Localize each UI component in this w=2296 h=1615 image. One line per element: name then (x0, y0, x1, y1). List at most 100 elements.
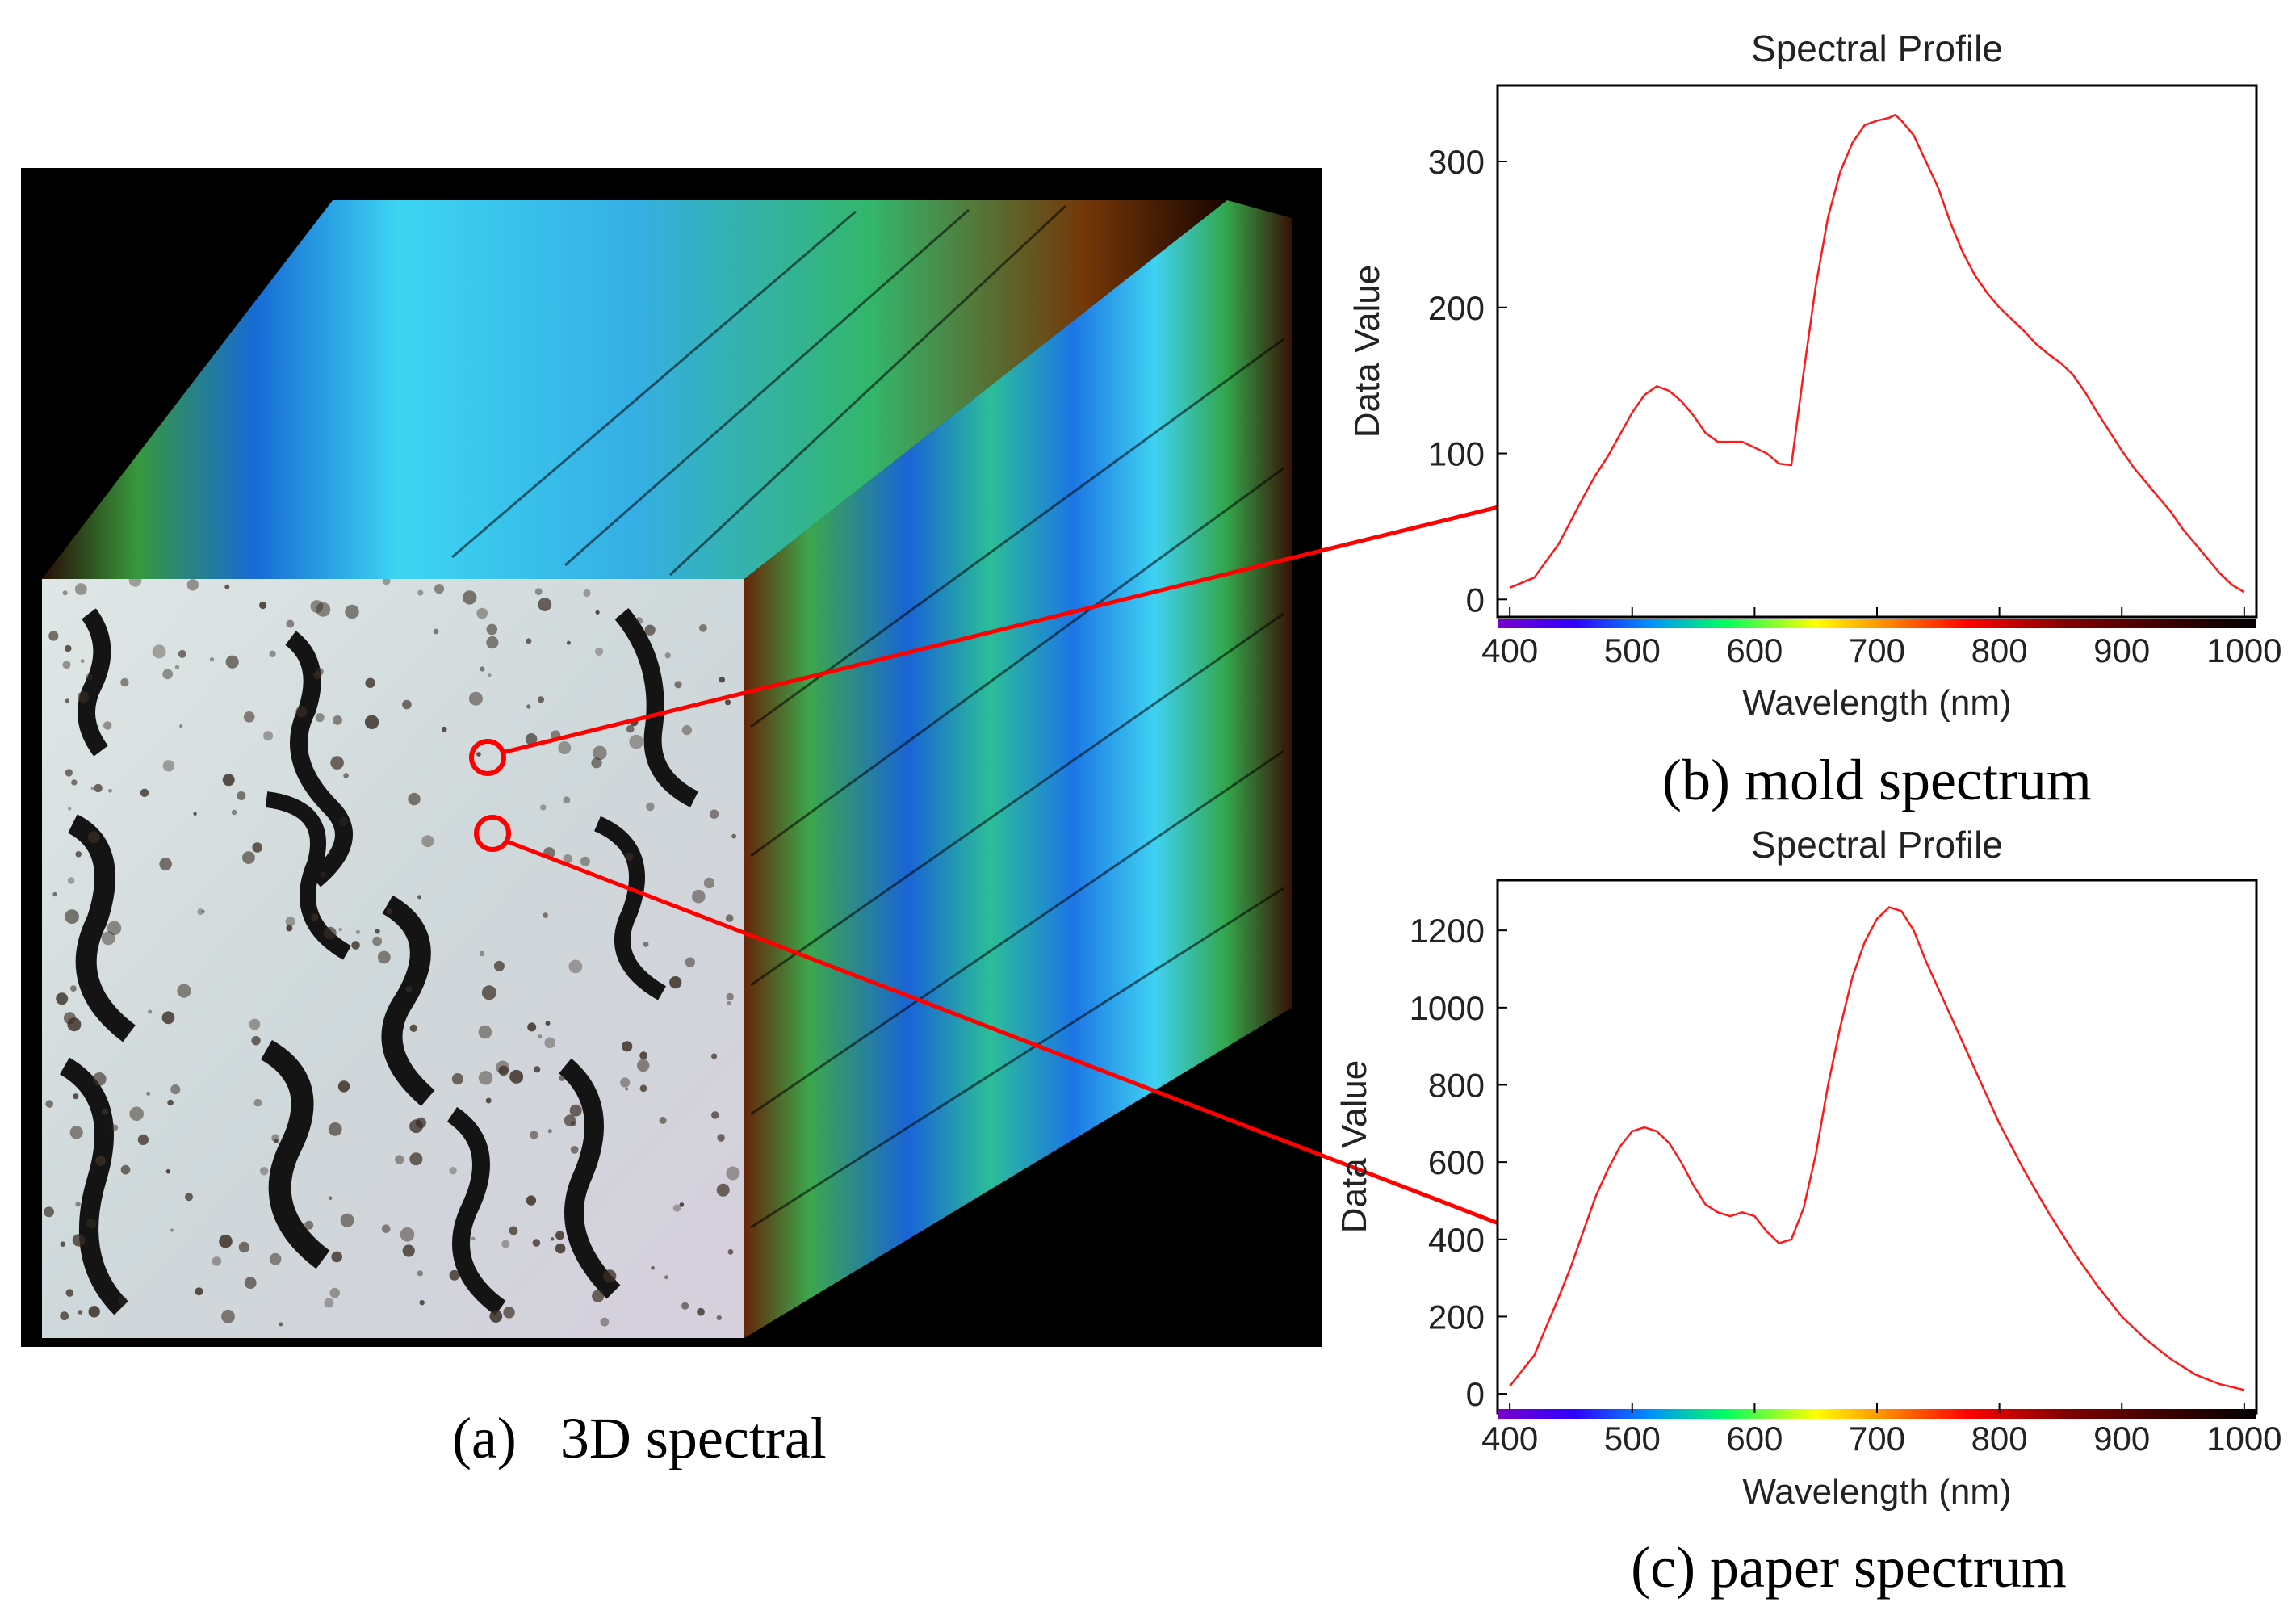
mold-spot (101, 931, 115, 946)
mold-spot (52, 891, 57, 897)
mold-spot (201, 909, 205, 914)
mold-spot (709, 809, 719, 819)
mold-spot (355, 929, 360, 934)
mold-spot (193, 812, 197, 816)
mold-spot (68, 807, 72, 811)
mold-spot (78, 691, 90, 703)
mold-spot (310, 600, 324, 613)
chart-c-x-tick-label: 900 (2093, 1420, 2150, 1458)
mold-spot (449, 1167, 457, 1175)
mold-spot (48, 631, 59, 641)
chart-c-y-tick-label: 600 (1428, 1143, 1485, 1181)
paper-arrow (506, 839, 1682, 1296)
mold-spot (185, 1193, 193, 1202)
mold-spot (221, 1309, 235, 1323)
mold-spot (534, 588, 543, 596)
mold-spot (386, 908, 392, 915)
mold-spot (559, 1075, 565, 1081)
calligraphy-strokes (59, 607, 699, 1315)
mold-spot (534, 1066, 541, 1073)
mold-spot (237, 791, 246, 800)
mold-sample-marker[interactable] (469, 739, 506, 776)
chart-b-y-ticks: 0 100 200 300 (1428, 143, 1507, 619)
mold-spot (120, 677, 129, 687)
mold-spot (498, 1065, 509, 1076)
mold-spot (731, 833, 736, 839)
mold-spot (555, 1243, 566, 1254)
mold-spot (63, 1012, 76, 1025)
mold-spot (224, 584, 230, 589)
chart-b-title: Spectral Profile (1751, 27, 2003, 69)
mold-spot (146, 1092, 151, 1096)
mold-spot (651, 1265, 655, 1270)
mold-spot (343, 773, 349, 778)
mold-spot (259, 1167, 269, 1176)
mold-spot (525, 733, 538, 745)
mold-spot (530, 1130, 538, 1139)
mold-spot (496, 1060, 509, 1075)
mold-spot (503, 1307, 515, 1319)
mold-spot (409, 1024, 417, 1033)
chart-b-x-tick-label: 1000 (2206, 631, 2281, 669)
mold-spot (441, 726, 447, 732)
chart-c-y-tick-label: 400 (1428, 1221, 1485, 1259)
mold-spot (197, 908, 204, 916)
mold-spot (286, 619, 295, 628)
mold-spot (545, 1021, 551, 1026)
chart-b-ylabel: Data Value (1347, 265, 1387, 438)
mold-spot (593, 745, 607, 761)
mold-spot (679, 1202, 685, 1207)
mold-spot (476, 607, 488, 619)
mold-spot (102, 1108, 109, 1115)
mold-spot (583, 589, 591, 598)
mold-spot (726, 992, 734, 1001)
mold-spot (165, 1168, 171, 1174)
mold-spot (251, 1036, 261, 1046)
mold-spot (664, 652, 671, 659)
mold-spot (311, 913, 319, 921)
mold-spot (120, 1164, 131, 1175)
mold-spot (128, 579, 142, 587)
mold-spot (626, 724, 635, 733)
chart-c-caption: (c) paper spectrum (1631, 1535, 2067, 1600)
mold-spot (304, 1220, 314, 1230)
mold-spot (212, 1256, 222, 1266)
mold-spot (209, 657, 215, 662)
chart-c-x-tick-label: 1000 (2206, 1420, 2281, 1458)
cube-front-face (42, 579, 744, 1338)
mold-spot (395, 1155, 404, 1164)
mold-spot (563, 796, 571, 804)
mold-spot (580, 856, 590, 866)
mold-spot (44, 1206, 54, 1218)
mold-spot (478, 1025, 492, 1039)
mold-spot (75, 851, 82, 858)
mold-spot (274, 1139, 279, 1144)
mold-spot (333, 715, 342, 725)
mold-spot (345, 604, 359, 619)
mold-spot (489, 1310, 503, 1323)
mold-spot (408, 792, 421, 806)
mold-spot (571, 1121, 576, 1126)
chart-b-y-tick-label: 0 (1466, 581, 1485, 619)
mold-spot (639, 1084, 647, 1093)
mold-spot (313, 671, 322, 680)
chart-b-wavelength-bar (1498, 619, 2256, 628)
mold-spot (219, 1234, 233, 1248)
mold-spot (321, 871, 327, 878)
mold-spot (80, 659, 85, 664)
panel-a-caption: (a) 3D spectral (452, 1406, 827, 1470)
mold-spot (178, 649, 186, 658)
paper-sample-marker[interactable] (474, 815, 511, 852)
cube-top-face (42, 200, 1227, 579)
mold-spot (451, 1073, 464, 1085)
mold-spot (526, 704, 531, 709)
mold-spot (372, 936, 383, 946)
mold-spot (501, 1240, 510, 1248)
chart-b-y-tick-label: 300 (1428, 143, 1485, 181)
mold-spot (409, 1152, 423, 1166)
mold-spot (603, 1269, 617, 1283)
mold-spot (269, 1252, 282, 1265)
mold-spot (493, 960, 505, 971)
cube-side-face (744, 200, 1292, 1338)
